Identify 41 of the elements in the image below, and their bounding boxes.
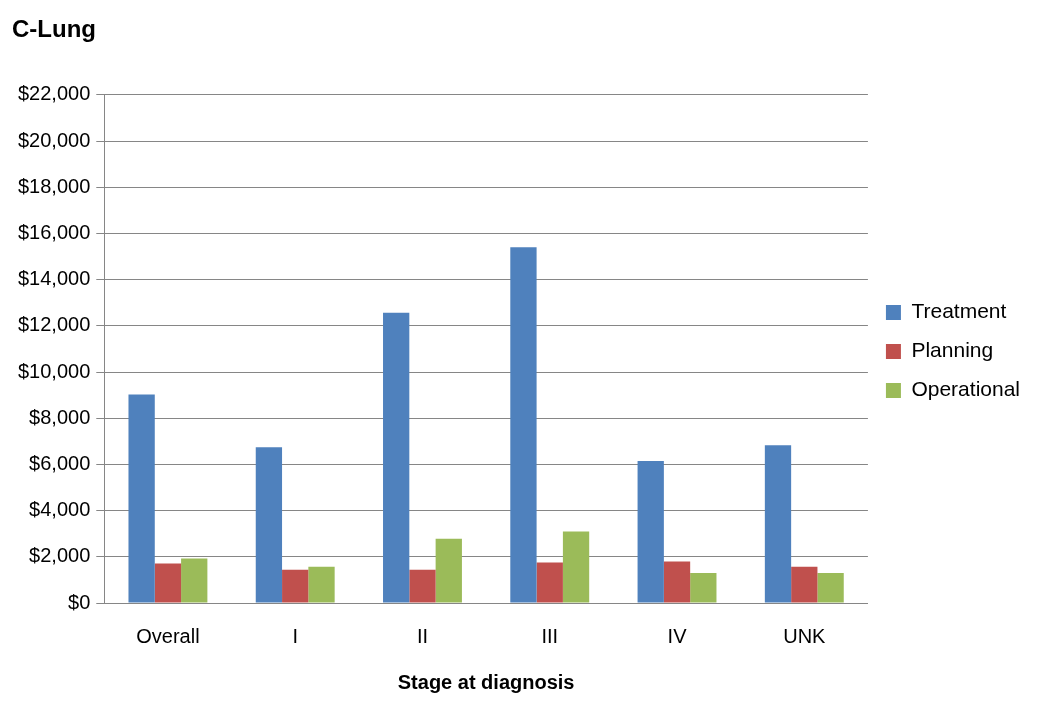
legend-label: Treatment (911, 299, 1007, 323)
bar (536, 562, 563, 603)
bar (435, 538, 462, 603)
bar (791, 566, 818, 603)
bar (663, 561, 691, 603)
y-tick-label: $16,000 (18, 220, 91, 243)
x-tick-label: I (292, 624, 298, 647)
bar (383, 312, 410, 603)
y-tick-label: $2,000 (29, 544, 91, 567)
bar (128, 394, 155, 603)
x-tick-label: UNK (783, 624, 827, 647)
x-tick-label: III (541, 624, 559, 647)
bar (817, 572, 844, 603)
x-tick-label: II (416, 624, 429, 647)
bar (637, 460, 664, 603)
chart-title: C-Lung (12, 15, 96, 43)
bar (510, 247, 537, 603)
y-tick-label: $6,000 (29, 451, 91, 474)
bar (154, 563, 182, 603)
y-tick-label: $12,000 (18, 313, 91, 336)
y-tick-label: $8,000 (29, 405, 91, 428)
bar (308, 566, 335, 603)
x-tick-label: Overall (136, 624, 200, 647)
legend-label: Planning (911, 338, 994, 362)
bar (409, 569, 436, 603)
x-axis-title: Stage at diagnosis (397, 670, 575, 693)
y-tick-label: $4,000 (29, 498, 91, 521)
y-tick-label: $14,000 (18, 267, 91, 290)
bar (562, 531, 590, 603)
y-tick-label: $20,000 (18, 128, 91, 151)
bar (255, 447, 283, 603)
legend-label: Operational (911, 377, 1021, 401)
bar (181, 558, 208, 603)
y-tick-label: $10,000 (18, 359, 91, 382)
y-tick-label: $0 (68, 590, 91, 613)
y-tick-label: $18,000 (18, 174, 91, 197)
bar (690, 572, 717, 603)
bar (764, 445, 792, 603)
bar (282, 569, 309, 603)
y-tick-label: $22,000 (18, 82, 91, 105)
x-tick-label: IV (667, 624, 688, 647)
